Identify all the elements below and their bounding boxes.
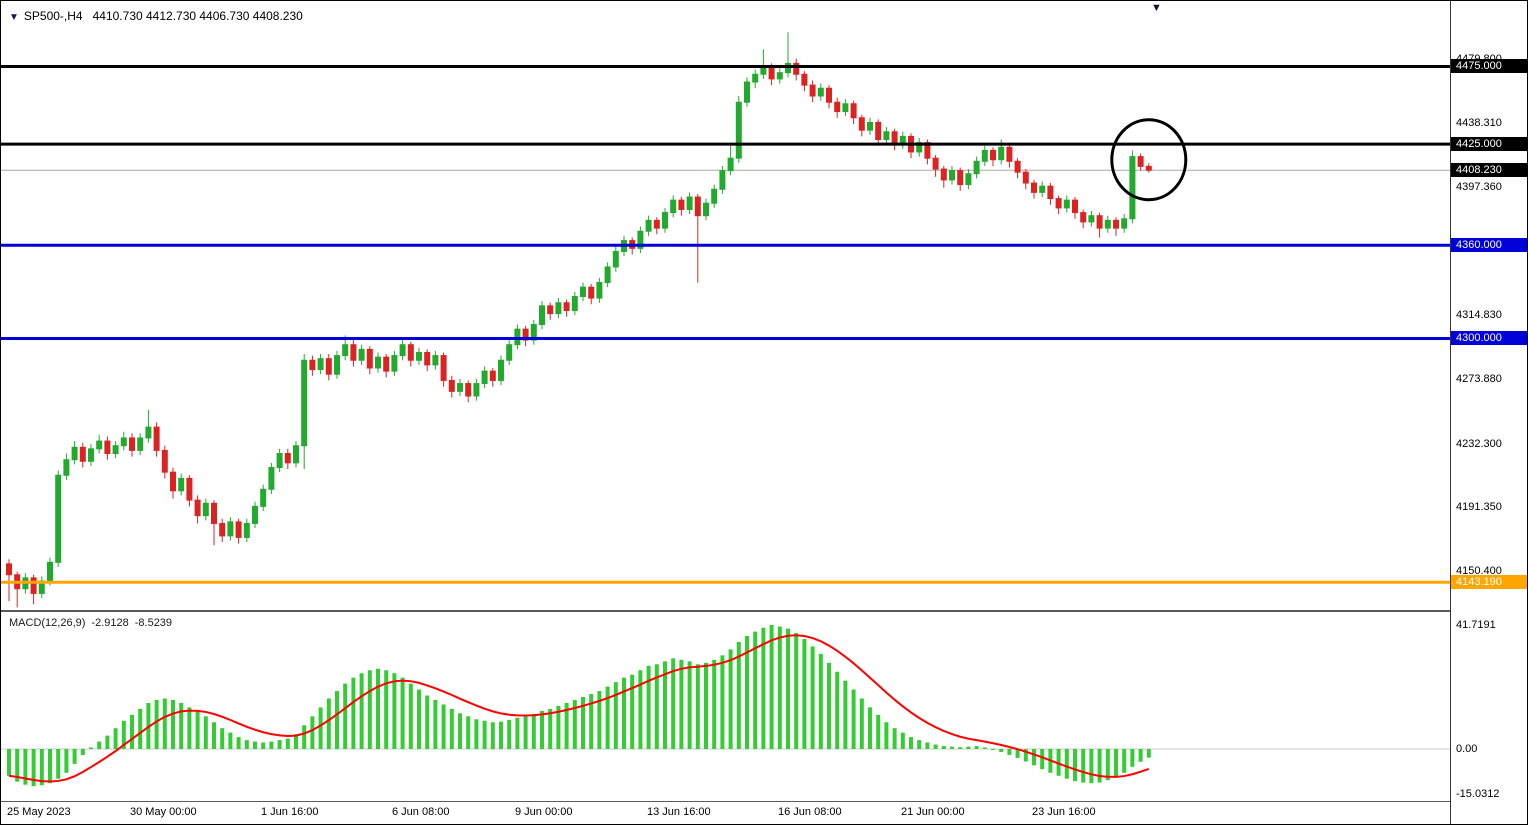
- price-scale-tick-label: 4314.830: [1456, 309, 1502, 321]
- symbol-header: ▼ SP500-,H4 4410.730 4412.730 4406.730 440…: [9, 9, 303, 23]
- price-scale-tick-label: 4438.310: [1456, 117, 1502, 129]
- time-axis-label: 1 Jun 16:00: [261, 806, 319, 818]
- price-scale-level-label: 4300.000: [1451, 331, 1527, 345]
- price-scale-tick-label: 4232.300: [1456, 438, 1502, 450]
- time-axis-label: 23 Jun 16:00: [1032, 806, 1096, 818]
- price-scale-tick-label: 0.00: [1456, 743, 1478, 755]
- price-scale-level-label: 4425.000: [1451, 137, 1527, 151]
- price-scale-level-label: 4143.190: [1451, 575, 1527, 589]
- panel-separator[interactable]: [1, 610, 1527, 612]
- price-scale-tick-label: 4397.360: [1456, 181, 1502, 193]
- time-axis-label: 9 Jun 00:00: [515, 806, 573, 818]
- ohlc-values: 4410.730 4412.730 4406.730 4408.230: [92, 9, 303, 23]
- indicator-name: MACD(12,26,9): [9, 617, 86, 629]
- price-scale-level-label: 4408.230: [1451, 163, 1527, 177]
- symbol-triangle-icon: ▼: [9, 12, 19, 23]
- price-scale-level-label: 4360.000: [1451, 238, 1527, 252]
- time-axis-label: 30 May 00:00: [130, 806, 197, 818]
- symbol-title: SP500-,H4: [23, 9, 83, 23]
- indicator-label: MACD(12,26,9) -2.9128 -8.5239: [9, 617, 178, 629]
- axis-separator: [1, 801, 1527, 802]
- price-scale-level-label: 4475.000: [1451, 59, 1527, 73]
- indicator-value-main: -2.9128: [91, 617, 129, 629]
- indicator-value-signal: -8.5239: [134, 617, 173, 629]
- time-axis[interactable]: 25 May 2023 30 May 00:00 1 Jun 16:00 6 Jun …: [1, 803, 1450, 824]
- price-scale-tick-label: 41.7191: [1456, 619, 1496, 631]
- time-axis-label: 21 Jun 00:00: [901, 806, 965, 818]
- price-scale-tick-label: 4273.880: [1456, 373, 1502, 385]
- time-axis-label: 6 Jun 08:00: [392, 806, 450, 818]
- shift-marker-icon[interactable]: ▼: [1151, 2, 1162, 14]
- price-scale-tick-label: 4150.400: [1456, 565, 1502, 577]
- price-scale-tick-label: 4191.350: [1456, 501, 1502, 513]
- price-scale-tick-label: -15.0312: [1456, 788, 1500, 800]
- time-axis-label: 16 Jun 08:00: [778, 806, 842, 818]
- price-scale[interactable]: 4479.8004438.3104397.3604314.8304273.880…: [1450, 1, 1527, 824]
- time-axis-label: 13 Jun 16:00: [647, 806, 711, 818]
- time-axis-label: 25 May 2023: [7, 806, 71, 818]
- macd-indicator-chart[interactable]: [1, 611, 1450, 802]
- price-chart[interactable]: [1, 1, 1450, 611]
